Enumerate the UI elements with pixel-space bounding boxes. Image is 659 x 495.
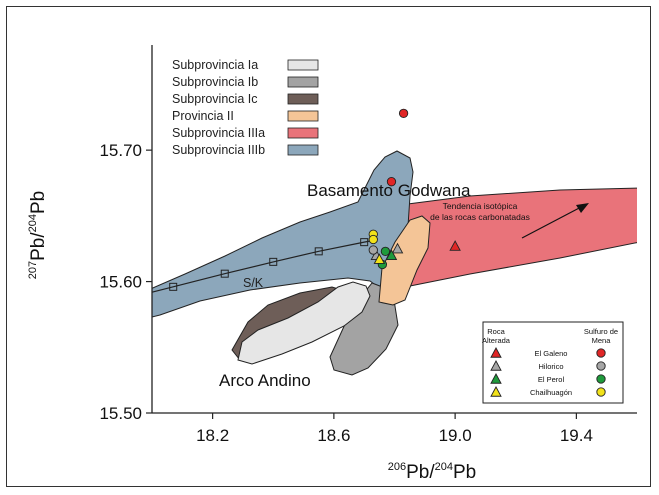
legend-rock-marker-el-galeno — [490, 347, 502, 358]
y-tick-label: 15.60 — [99, 273, 142, 292]
sk-curve-marker — [169, 282, 178, 291]
legend-sample-label-hilorico: Hilorico — [538, 362, 563, 371]
legend-swatch-ia — [287, 59, 319, 71]
x-tick-label: 19.4 — [560, 426, 593, 445]
point-el-galeno-rock — [449, 240, 461, 251]
legend-ore-marker-el-galeno — [596, 348, 606, 358]
samples-legend-rock-title-1: Roca — [487, 327, 505, 336]
samples-legend: Roca Alterada Sulfuro de Mena El Galeno H… — [482, 321, 624, 404]
point-el-perol-ore — [380, 246, 391, 256]
legend-rock-marker-el-perol — [490, 373, 502, 384]
point-hilorico-rock — [391, 242, 404, 254]
point-chailhuag-n-rock — [373, 253, 386, 264]
sk-curve-layer: S/K — [151, 238, 373, 293]
legend-label-ia: Subprovincia Ia — [172, 58, 258, 72]
sk-curve-marker — [314, 247, 323, 256]
point-el-galeno-ore — [398, 108, 409, 118]
point-chailhuag-n-ore — [368, 234, 378, 245]
samples-legend-rows: El Galeno Hilorico El Perol Chailhuagón — [490, 347, 606, 397]
x-ticks: 18.2 18.6 19.0 19.4 — [196, 413, 593, 445]
legend-ore-marker-chailhuag-n — [596, 387, 606, 397]
region-legend: Subprovincia Ia Subprovincia Ib Subprovi… — [172, 58, 319, 157]
region-provincia-ii — [378, 215, 431, 306]
y-ticks: 15.50 15.60 15.70 — [99, 141, 152, 423]
legend-rock-marker-hilorico — [490, 360, 502, 371]
x-tick-label: 18.2 — [196, 426, 229, 445]
sk-curve-marker — [269, 257, 278, 266]
sk-curve-label: S/K — [243, 276, 264, 290]
samples-legend-ore-title-2: Mena — [592, 336, 612, 345]
point-hilorico-ore — [368, 245, 378, 255]
legend-swatch-iiia — [287, 127, 319, 139]
y-axis-title: 207Pb/204Pb — [27, 191, 49, 280]
sk-curve-line — [151, 240, 373, 293]
marker-layer — [368, 108, 461, 270]
legend-sample-label-chailhuag-n: Chailhuagón — [530, 388, 572, 397]
x-tick-label: 18.6 — [317, 426, 350, 445]
legend-ore-marker-hilorico — [596, 361, 606, 371]
legend-swatch-ic — [287, 93, 319, 105]
basement-label: Basamento Godwana — [307, 181, 471, 200]
sk-curve-marker — [360, 238, 369, 247]
legend-label-iiib: Subprovincia IIIb — [172, 143, 265, 157]
legend-ore-marker-el-perol — [596, 374, 606, 384]
region-subprovincia-ia — [237, 281, 371, 365]
x-axis-title: 206Pb/204Pb — [388, 461, 477, 483]
legend-swatch-ib — [287, 76, 319, 88]
trend-label-line2: de las rocas carbonatadas — [430, 212, 530, 222]
trend-arrow-icon — [576, 203, 589, 213]
y-tick-label: 15.50 — [99, 404, 142, 423]
samples-legend-rock-title-2: Alterada — [482, 336, 511, 345]
legend-sample-label-el-perol: El Perol — [538, 375, 565, 384]
region-subprovincia-iiia — [399, 187, 637, 289]
sk-curve-marker — [220, 269, 229, 278]
point-el-perol-rock — [385, 249, 398, 260]
trend-arrow-line — [521, 205, 584, 239]
arc-label: Arco Andino — [219, 371, 311, 390]
legend-swatch-iiib — [287, 144, 319, 156]
legend-label-ib: Subprovincia Ib — [172, 75, 258, 89]
legend-swatch-ii — [287, 110, 319, 122]
legend-label-iiia: Subprovincia IIIa — [172, 126, 265, 140]
samples-legend-ore-title-1: Sulfuro de — [584, 327, 618, 336]
legend-label-ic: Subprovincia Ic — [172, 92, 257, 106]
legend-rock-marker-chailhuag-n — [490, 386, 502, 397]
regions — [152, 150, 637, 376]
legend-label-ii: Provincia II — [172, 109, 234, 123]
x-tick-label: 19.0 — [439, 426, 472, 445]
y-tick-label: 15.70 — [99, 141, 142, 160]
trend-label-line1: Tendencia isotópica — [443, 201, 518, 211]
point-el-galeno-ore — [386, 177, 397, 187]
legend-sample-label-el-galeno: El Galeno — [535, 349, 568, 358]
